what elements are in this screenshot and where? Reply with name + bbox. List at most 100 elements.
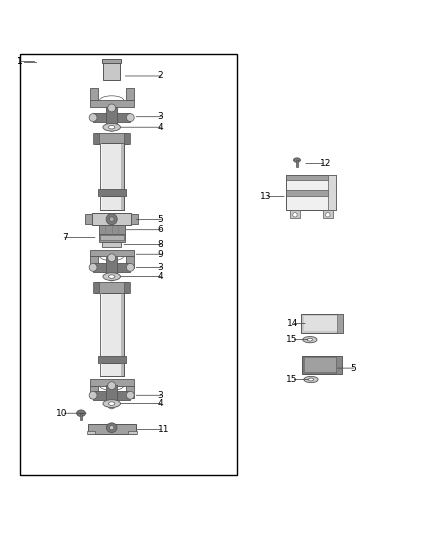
Bar [286,175,336,211]
Ellipse shape [89,263,97,271]
Bar [90,249,134,256]
Ellipse shape [126,114,134,122]
Text: 15: 15 [286,335,298,344]
Bar [80,413,82,420]
Ellipse shape [108,273,116,281]
Bar [296,160,298,167]
Ellipse shape [109,125,115,129]
Ellipse shape [293,158,300,162]
Bar [90,256,98,268]
Bar [90,386,98,398]
Text: 8: 8 [158,240,163,249]
Ellipse shape [108,254,116,262]
Bar [92,213,131,225]
Ellipse shape [89,391,97,399]
Bar [90,100,134,107]
Text: 4: 4 [158,399,163,408]
Ellipse shape [109,217,114,222]
Bar [124,282,130,293]
Bar [100,363,102,376]
Text: 2: 2 [158,71,163,80]
Ellipse shape [108,123,116,131]
Bar [95,133,128,143]
Bar [95,282,128,293]
Ellipse shape [126,263,134,271]
Ellipse shape [308,378,314,381]
Bar [121,293,124,361]
Text: 4: 4 [158,123,163,132]
Bar [88,424,136,434]
Text: 4: 4 [158,272,163,281]
Ellipse shape [110,425,114,430]
Bar [290,209,300,219]
Ellipse shape [103,273,120,280]
Bar [100,293,124,361]
Bar [106,107,117,128]
Text: 15: 15 [286,375,298,384]
Bar [90,379,134,386]
Text: 9: 9 [158,250,163,259]
Ellipse shape [108,104,116,112]
Bar [126,386,134,398]
Bar [286,190,336,196]
Bar [124,133,130,143]
Bar [286,175,336,180]
Bar [99,225,125,235]
Bar [100,143,124,194]
Text: 1: 1 [17,57,23,66]
Ellipse shape [307,338,312,341]
Ellipse shape [106,423,117,432]
Bar [106,257,117,278]
Bar [126,88,134,100]
Bar [100,363,124,376]
Text: 13: 13 [260,192,272,201]
Bar [100,293,102,361]
Bar [121,363,124,376]
Bar [90,88,98,100]
Bar [301,313,343,333]
Bar [98,356,126,363]
Bar [93,282,99,293]
Ellipse shape [103,400,120,407]
Bar [106,385,117,406]
Bar [336,313,343,333]
Bar [336,356,342,374]
Bar [100,143,102,194]
Bar [102,243,121,247]
Bar [100,197,124,209]
Bar [323,209,333,219]
Bar [103,61,120,80]
Bar [100,143,124,194]
Bar [93,391,131,400]
Bar [100,197,124,209]
Bar [304,316,340,330]
Ellipse shape [108,401,116,409]
Bar [93,113,131,122]
Text: 14: 14 [286,319,298,328]
Bar [302,356,342,374]
Ellipse shape [293,213,297,217]
Ellipse shape [126,391,134,399]
Ellipse shape [77,410,85,416]
Bar [305,359,339,372]
Text: 3: 3 [158,263,163,272]
Bar [102,59,121,63]
Bar [93,133,99,143]
Bar [100,235,124,240]
Text: 11: 11 [158,425,169,434]
Bar [100,363,124,376]
Ellipse shape [108,382,116,390]
Bar [126,256,134,268]
Ellipse shape [109,275,115,278]
Text: 1: 1 [17,57,23,66]
Text: 6: 6 [158,225,163,234]
Text: 5: 5 [350,364,356,373]
Bar [328,175,336,211]
Bar [121,197,124,209]
Text: 7: 7 [62,233,68,242]
Ellipse shape [109,402,115,405]
Bar [100,293,124,361]
Bar [85,214,92,224]
Ellipse shape [106,214,117,225]
Ellipse shape [89,114,97,122]
